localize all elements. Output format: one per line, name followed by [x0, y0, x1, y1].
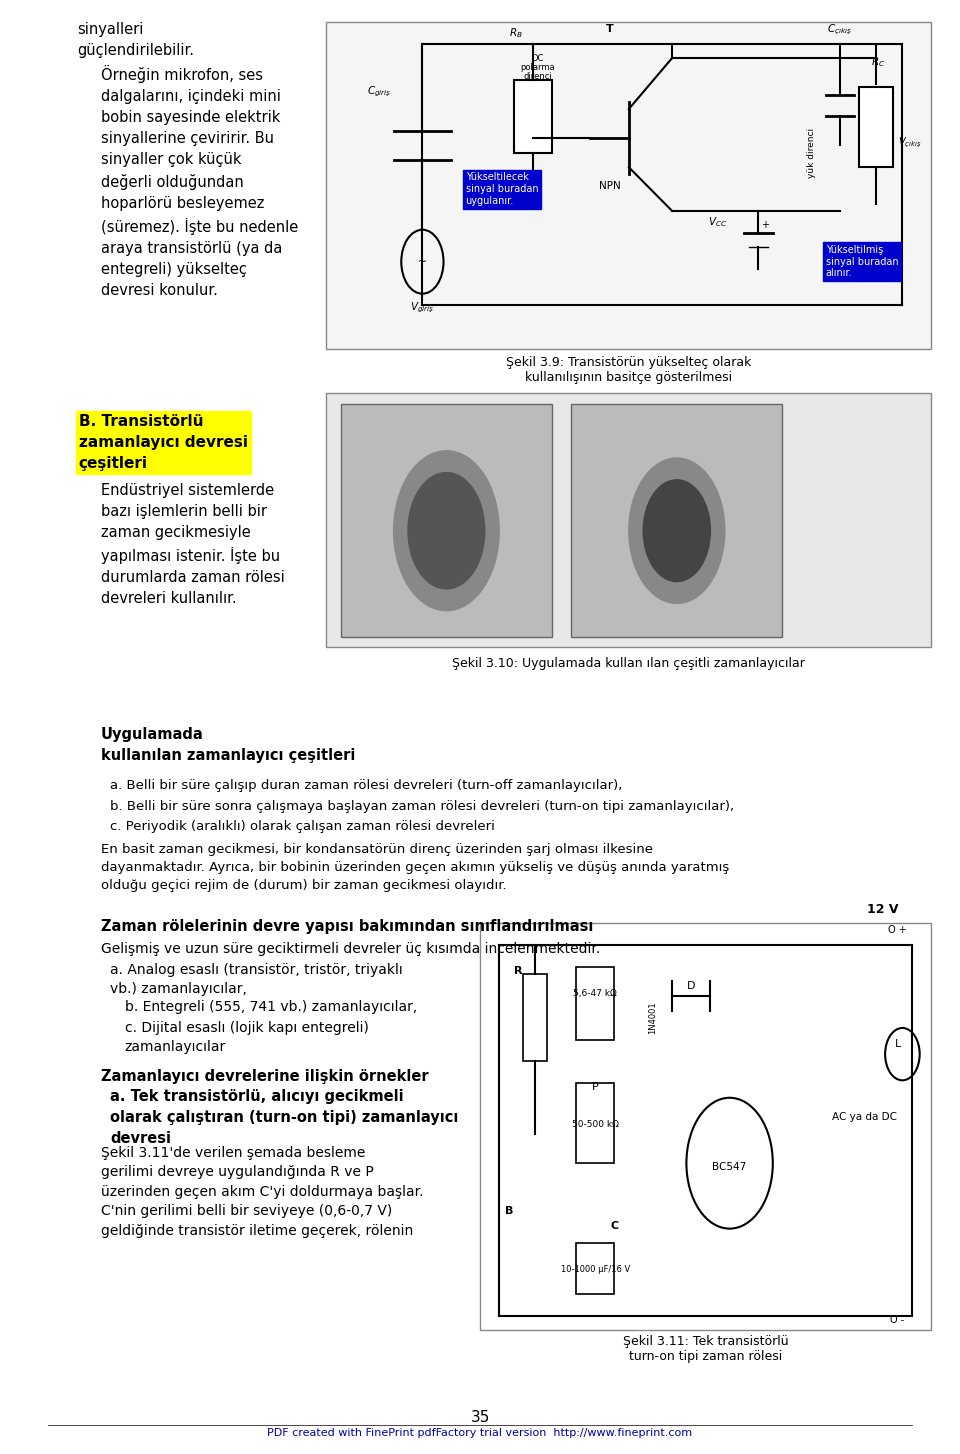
Text: En basit zaman gecikmesi, bir kondansatörün direnç üzerinden şarj olması ilkesin: En basit zaman gecikmesi, bir kondansatö… [101, 843, 729, 893]
Text: L: L [895, 1038, 900, 1048]
Bar [571, 404, 782, 637]
Text: Şekil 3.11'de verilen şemada besleme
gerilimi devreye uygulandığında R ve P
üzer: Şekil 3.11'de verilen şemada besleme ger… [101, 1146, 423, 1237]
Text: Şekil 3.10: Uygulamada kullan ılan çeşitli zamanlayıcılar: Şekil 3.10: Uygulamada kullan ılan çeşit… [452, 657, 805, 670]
Text: 50-500 kΩ: 50-500 kΩ [572, 1120, 618, 1128]
Text: 10-1000 µF/16 V: 10-1000 µF/16 V [561, 1265, 630, 1274]
Bar [576, 1243, 614, 1294]
Text: b. Belli bir süre sonra çalışmaya başlayan zaman rölesi devreleri (turn-on tipi : b. Belli bir süre sonra çalışmaya başlay… [110, 800, 734, 813]
Text: $V_{giriş}$: $V_{giriş}$ [410, 301, 435, 316]
Bar [576, 1083, 614, 1163]
Bar [480, 923, 931, 1330]
Text: PDF created with FinePrint pdfFactory trial version  http://www.fineprint.com: PDF created with FinePrint pdfFactory tr… [268, 1428, 692, 1438]
Text: Gelişmiş ve uzun süre geciktirmeli devreler üç kısımda incelenmektedir.: Gelişmiş ve uzun süre geciktirmeli devre… [101, 942, 600, 957]
Text: Timer
Device: Timer Device [427, 510, 466, 531]
Text: 5,6-47 kΩ: 5,6-47 kΩ [573, 989, 617, 997]
Text: +: + [761, 220, 769, 230]
Text: a. Tek transistörlü, alıcıyı gecikmeli
olarak çalıştıran (turn-on tipi) zamanlay: a. Tek transistörlü, alıcıyı gecikmeli o… [110, 1089, 459, 1146]
Text: Yükseltilmiş
sinyal buradan
alınır.: Yükseltilmiş sinyal buradan alınır. [826, 246, 899, 278]
Text: O -: O - [891, 1314, 904, 1325]
Text: $C_{çıkış}$: $C_{çıkış}$ [828, 22, 852, 36]
Text: 1N4001: 1N4001 [648, 1002, 658, 1034]
Text: P: P [591, 1082, 599, 1092]
Text: T: T [606, 23, 613, 33]
Text: polarma: polarma [520, 63, 555, 71]
Bar [514, 80, 552, 153]
Text: C: C [611, 1220, 618, 1230]
Circle shape [643, 480, 710, 582]
Text: B. Transistörlü
zamanlayıcı devresi
çeşitleri: B. Transistörlü zamanlayıcı devresi çeşi… [79, 414, 248, 471]
Bar [326, 22, 931, 349]
Text: DC: DC [532, 54, 543, 63]
Text: B: B [505, 1205, 513, 1216]
Bar [326, 393, 931, 647]
Text: Şekil 3.9: Transistörün yükselteç olarak
kullanılışının basitçe gösterilmesi: Şekil 3.9: Transistörün yükselteç olarak… [506, 356, 752, 384]
Text: $C_{giriş}$: $C_{giriş}$ [367, 84, 392, 99]
Text: sinyalleri
güçlendirilebilir.: sinyalleri güçlendirilebilir. [77, 22, 194, 58]
Text: Zamanlayıcı devrelerine ilişkin örnekler: Zamanlayıcı devrelerine ilişkin örnekler [101, 1069, 428, 1083]
Text: AC ya da DC: AC ya da DC [831, 1111, 897, 1121]
Text: Örneğin mikrofon, ses
dalgalarını, içindeki mini
bobin sayesinde elektrik
sinyal: Örneğin mikrofon, ses dalgalarını, içind… [101, 65, 298, 298]
Text: $R_C$: $R_C$ [872, 55, 885, 70]
Text: NPN: NPN [599, 180, 620, 190]
Circle shape [629, 458, 725, 603]
Text: c. Dijital esaslı (lojik kapı entegreli)
zamanlayıcılar: c. Dijital esaslı (lojik kapı entegreli)… [125, 1021, 369, 1054]
Circle shape [408, 473, 485, 589]
Text: Zaman rölelerinin devre yapısı bakımından sınıflandırılması: Zaman rölelerinin devre yapısı bakımında… [101, 919, 593, 933]
Text: c. Periyodik (aralıklı) olarak çalışan zaman rölesi devreleri: c. Periyodik (aralıklı) olarak çalışan z… [110, 820, 495, 833]
Text: ~: ~ [418, 257, 427, 266]
Text: direnci: direnci [523, 71, 552, 80]
Bar [341, 404, 552, 637]
Text: 12 V: 12 V [868, 903, 899, 916]
Text: 35: 35 [470, 1410, 490, 1425]
Text: yük direnci: yük direnci [806, 128, 816, 177]
Text: O +: O + [888, 925, 907, 935]
Text: Uygulamada
kullanılan zamanlayıcı çeşitleri: Uygulamada kullanılan zamanlayıcı çeşitl… [101, 727, 355, 763]
Text: Endüstriyel sistemlerde
bazı işlemlerin belli bir
zaman gecikmesiyle
yapılması i: Endüstriyel sistemlerde bazı işlemlerin … [101, 483, 284, 606]
Text: a. Belli bir süre çalışıp duran zaman rölesi devreleri (turn-off zamanlayıcılar): a. Belli bir süre çalışıp duran zaman rö… [110, 779, 623, 792]
Bar [523, 974, 547, 1061]
Bar [576, 967, 614, 1040]
Text: a. Analog esaslı (transistör, tristör, triyaklı
vb.) zamanlayıcılar,: a. Analog esaslı (transistör, tristör, t… [110, 963, 403, 996]
Text: b. Entegreli (555, 741 vb.) zamanlayıcılar,: b. Entegreli (555, 741 vb.) zamanlayıcıl… [125, 1000, 417, 1015]
Text: $V_{CC}$: $V_{CC}$ [708, 215, 728, 230]
Bar [859, 87, 893, 167]
Text: BC547: BC547 [712, 1162, 747, 1172]
Circle shape [394, 451, 499, 611]
Text: D: D [687, 980, 695, 990]
Text: Şekil 3.11: Tek transistörlü
turn-on tipi zaman rölesi: Şekil 3.11: Tek transistörlü turn-on tip… [623, 1335, 788, 1362]
Text: R: R [515, 965, 522, 976]
Text: Yükseltilecek
sinyal buradan
uygulanır.: Yükseltilecek sinyal buradan uygulanır. [466, 173, 539, 205]
Text: $V_{çıkış}$: $V_{çıkış}$ [898, 135, 922, 150]
Text: $R_B$: $R_B$ [509, 26, 522, 41]
